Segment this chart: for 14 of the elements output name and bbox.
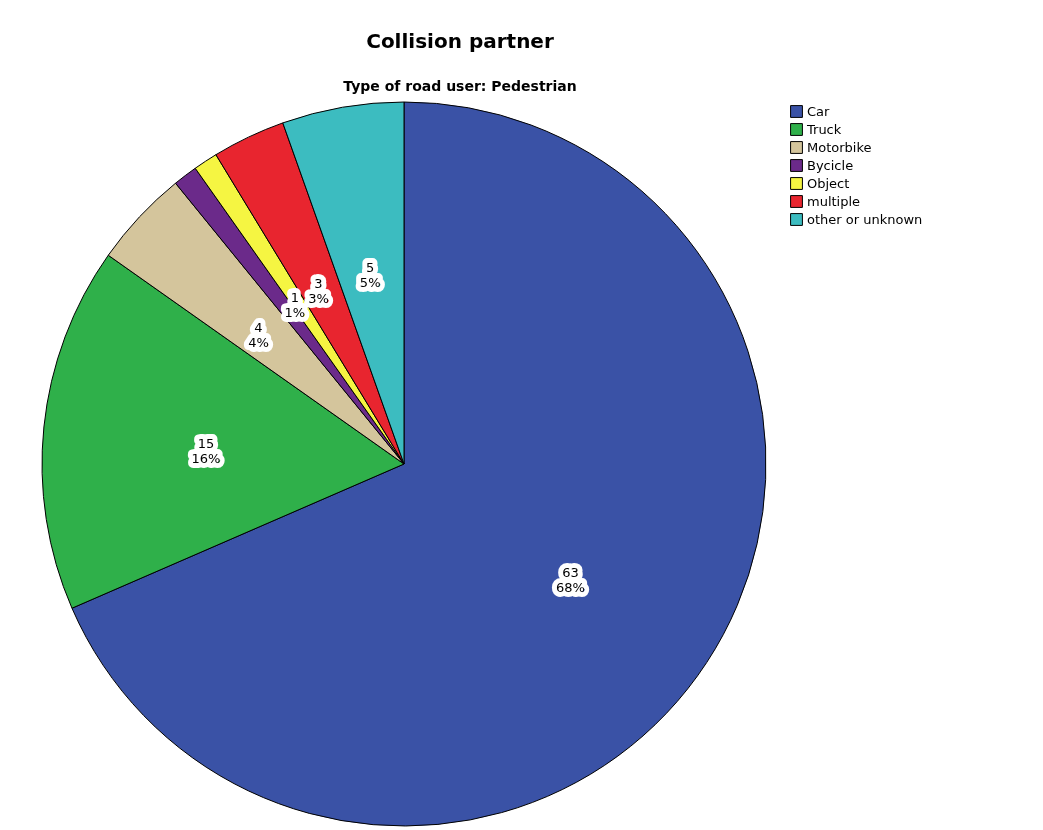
legend-label: multiple <box>807 193 861 209</box>
legend-label: Truck <box>806 121 842 137</box>
data-label: 3 3% <box>308 276 329 307</box>
data-label: 15 16% <box>191 435 221 466</box>
data-label: 5 5% <box>359 259 381 290</box>
legend-label: Car <box>807 103 831 119</box>
data-label: 4 4% <box>248 320 269 351</box>
chart-subtitle: Type of road user: Pedestrian <box>343 78 577 94</box>
legend-label: other or unknown <box>807 211 923 227</box>
legend-label: Bycicle <box>807 157 854 173</box>
legend-label: Motorbike <box>807 139 872 155</box>
data-label: 63 68% <box>556 565 585 596</box>
legend-label: Object <box>807 175 850 191</box>
chart-title: Collision partner <box>366 29 554 53</box>
